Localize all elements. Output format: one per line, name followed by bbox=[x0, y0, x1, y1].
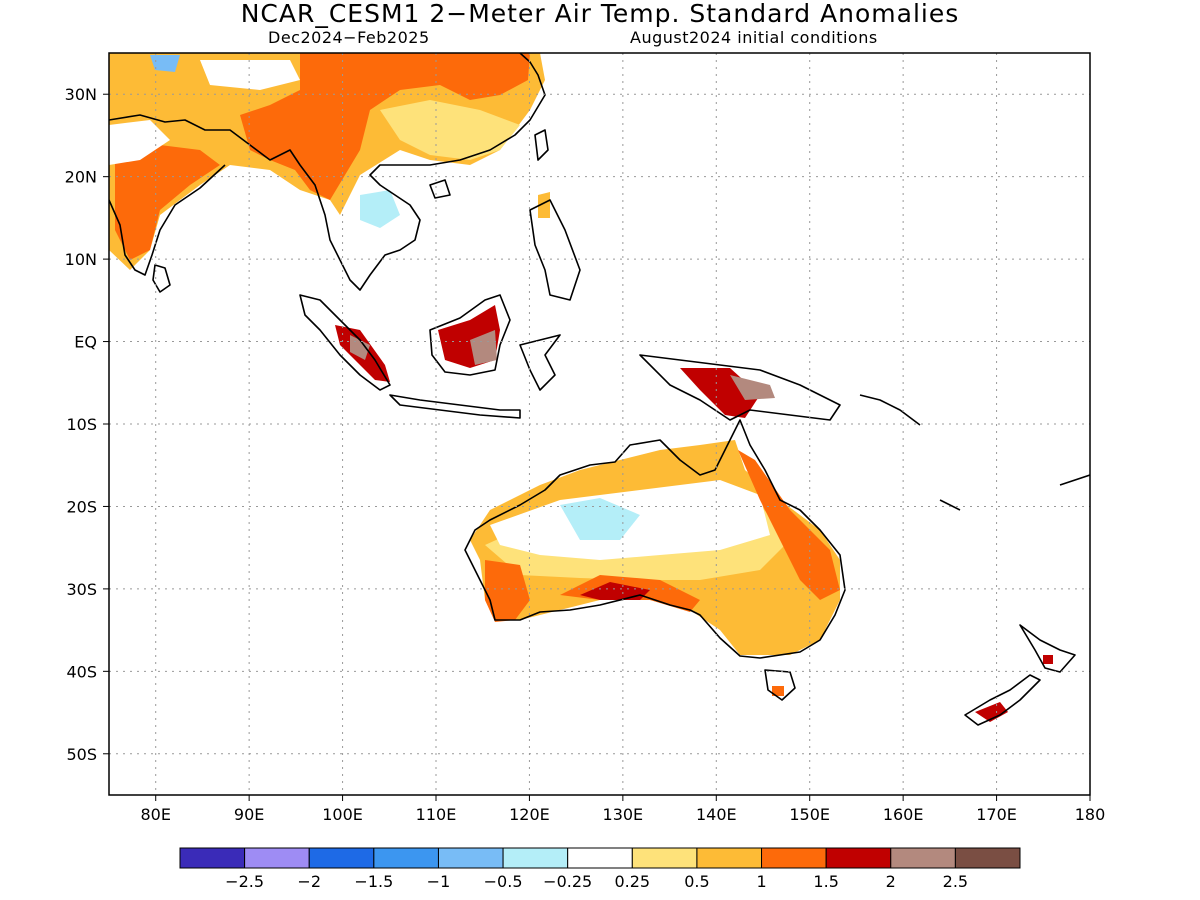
coast-asia-mainland bbox=[109, 53, 546, 291]
australia-south-extreme bbox=[580, 582, 650, 600]
colorbar-swatch bbox=[244, 847, 310, 869]
colorbar-label: 1 bbox=[756, 872, 766, 891]
colorbar-label: −0.25 bbox=[543, 872, 592, 891]
lon-tick-label: 130E bbox=[603, 805, 644, 824]
colorbar-label: 1.5 bbox=[813, 872, 838, 891]
map-title: NCAR_CESM1 2−Meter Air Temp. Standard An… bbox=[240, 0, 960, 28]
lat-tick-label: EQ bbox=[74, 333, 97, 352]
graticule bbox=[109, 53, 1090, 795]
lon-tick-label: 170E bbox=[976, 805, 1017, 824]
lon-tick-label: 180 bbox=[1075, 805, 1106, 824]
colorbar-swatch bbox=[696, 847, 763, 869]
coast-java bbox=[389, 394, 521, 419]
asia-cool-spot bbox=[150, 55, 180, 72]
coast-india bbox=[109, 164, 226, 276]
colorbar-label: −2.5 bbox=[225, 872, 264, 891]
lon-tick-label: 90E bbox=[234, 805, 264, 824]
lat-tick-label: 20S bbox=[66, 497, 97, 516]
colorbar-swatch bbox=[954, 847, 1021, 869]
lat-tick-label: 10S bbox=[66, 415, 97, 434]
colorbar-label: 0.5 bbox=[684, 872, 709, 891]
australia-east-strong-anomaly bbox=[738, 450, 840, 600]
lon-tick-label: 140E bbox=[696, 805, 737, 824]
nz-north-anomaly bbox=[1043, 655, 1053, 664]
colorbar-label: 2.5 bbox=[943, 872, 968, 891]
asia-strong-anomaly bbox=[240, 53, 530, 200]
lat-tick-label: 10N bbox=[65, 250, 97, 269]
lon-tick-label: 120E bbox=[509, 805, 550, 824]
colorbar-swatch bbox=[890, 847, 956, 869]
axis-ticks bbox=[103, 93, 1091, 801]
coast-sri-lanka bbox=[152, 264, 171, 293]
colorbar-label: −1 bbox=[427, 872, 451, 891]
initial-conditions: August2024 initial conditions bbox=[630, 28, 878, 47]
colorbar-label: −0.5 bbox=[484, 872, 523, 891]
colorbar-label: −1.5 bbox=[354, 872, 393, 891]
forecast-period: Dec2024−Feb2025 bbox=[268, 28, 430, 47]
colorbar-swatch bbox=[631, 847, 698, 869]
coast-sulawesi bbox=[519, 334, 561, 391]
tibet-near-normal bbox=[200, 60, 300, 90]
lon-tick-label: 110E bbox=[416, 805, 457, 824]
coast-philippines bbox=[529, 199, 581, 301]
indochina-cool-anomaly bbox=[360, 190, 400, 228]
tasmania-anomaly bbox=[772, 686, 784, 696]
colorbar-swatch bbox=[825, 847, 892, 869]
australia-west-strong-anomaly bbox=[485, 560, 530, 622]
lat-tick-label: 50S bbox=[66, 745, 97, 764]
asia-near-normal bbox=[109, 120, 170, 165]
lon-tick-label: 100E bbox=[322, 805, 363, 824]
coast-tasmania bbox=[764, 669, 796, 701]
colorbar-swatch bbox=[502, 847, 569, 869]
longitude-labels: 80E 90E 100E 110E 120E 130E 140E 150E 160E 170E 18… bbox=[140, 805, 1105, 824]
colorbar-label: 0.25 bbox=[614, 872, 650, 891]
coast-solomons bbox=[859, 394, 1090, 511]
coast-borneo bbox=[429, 294, 511, 376]
coast-new-zealand-north bbox=[1019, 624, 1076, 673]
map-plot-area bbox=[109, 53, 1090, 795]
lon-tick-label: 160E bbox=[883, 805, 924, 824]
coast-new-guinea bbox=[639, 354, 841, 421]
coast-sumatra bbox=[299, 294, 391, 391]
lon-tick-label: 80E bbox=[140, 805, 170, 824]
borneo-extreme-anomaly bbox=[470, 330, 497, 365]
coast-australia bbox=[464, 419, 846, 659]
colorbar-swatch bbox=[373, 847, 439, 869]
coast-hainan-taiwan bbox=[429, 129, 549, 199]
coastlines bbox=[109, 53, 1090, 726]
colorbar-label: −2 bbox=[297, 872, 321, 891]
australia-cool-anomaly bbox=[560, 498, 640, 540]
lat-tick-label: 30N bbox=[65, 85, 97, 104]
colorbar-swatch bbox=[761, 847, 827, 869]
colorbar-swatch bbox=[308, 847, 375, 869]
philippines-anomaly bbox=[538, 192, 550, 218]
nz-strong-anomaly bbox=[975, 702, 1008, 722]
lat-tick-label: 40S bbox=[66, 662, 97, 681]
asia-light-anomaly bbox=[380, 100, 520, 160]
lat-tick-label: 20N bbox=[65, 168, 97, 187]
anomaly-shading bbox=[109, 53, 1053, 722]
india-strong-anomaly bbox=[115, 145, 220, 260]
colorbar bbox=[179, 847, 1021, 869]
colorbar-labels: −2.5 −2 −1.5 −1 −0.5 −0.25 0.25 0.5 1 1.5 2 2.5 bbox=[225, 872, 968, 891]
colorbar-swatch bbox=[437, 847, 504, 869]
colorbar-swatch bbox=[179, 847, 246, 869]
colorbar-swatch bbox=[567, 847, 633, 869]
lon-tick-label: 150E bbox=[789, 805, 830, 824]
latitude-labels: 30N 20N 10N EQ 10S 20S 30S 40S 50S bbox=[65, 85, 97, 764]
coast-new-zealand-south bbox=[964, 674, 1041, 726]
colorbar-label: 2 bbox=[886, 872, 896, 891]
new-guinea-extreme-anomaly bbox=[730, 375, 775, 400]
lat-tick-label: 30S bbox=[66, 580, 97, 599]
